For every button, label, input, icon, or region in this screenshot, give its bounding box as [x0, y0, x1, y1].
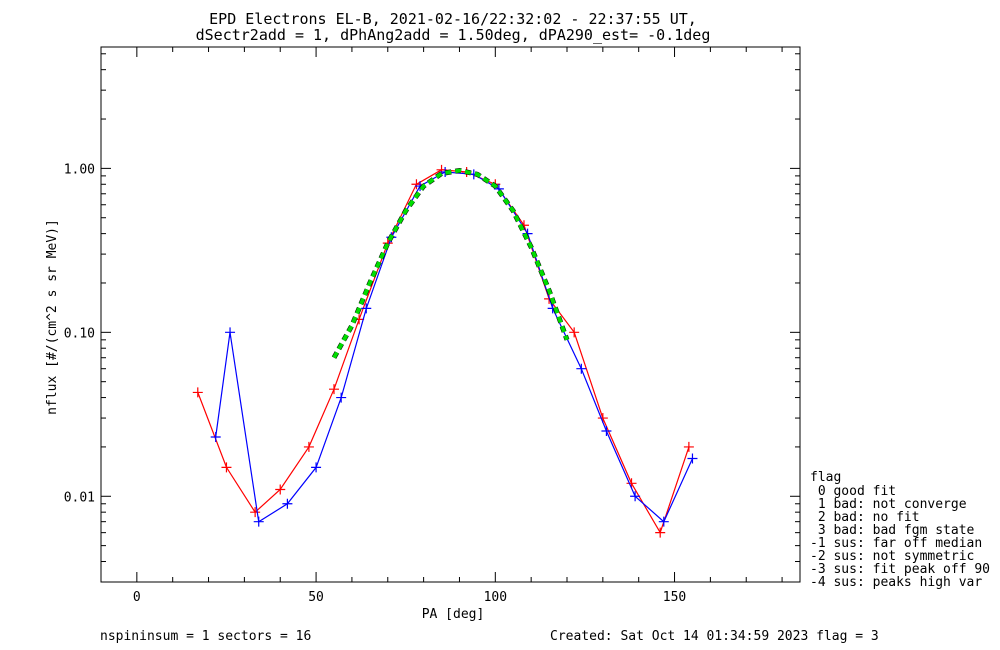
x-axis-label: PA [deg]	[422, 607, 485, 622]
data-point-1-17	[626, 478, 637, 489]
footer-right: Created: Sat Oct 14 01:34:59 2023 flag =…	[550, 629, 879, 644]
series-line-2	[215, 171, 694, 523]
data-point-1-19	[683, 441, 694, 452]
data-point-1-18	[655, 527, 666, 538]
data-point-2-3	[253, 516, 264, 527]
x-tick-label-3: 100	[484, 590, 507, 605]
data-point-2-2	[225, 327, 236, 338]
data-point-1-5	[303, 441, 314, 452]
legend-title: flag	[810, 470, 841, 485]
legend-item-2: 1 bad: not converge	[810, 497, 967, 512]
data-point-2-16	[601, 426, 612, 437]
plot-frame	[100, 46, 801, 583]
legend-item-8: -4 sus: peaks high var	[810, 575, 982, 590]
series-line-1	[197, 169, 690, 535]
data-point-1-15	[569, 327, 580, 338]
y-tick-label-2: 0.10	[64, 326, 95, 341]
legend-item-5: -1 sus: far off median	[810, 536, 982, 551]
footer-left: nspininsum = 1 sectors = 16	[100, 629, 311, 644]
axes-layer: 0 50 100 150 0.01 0.10 1.00	[64, 46, 801, 605]
data-point-2-17	[630, 491, 641, 502]
data-point-1-6	[329, 384, 339, 395]
legend-item-3: 2 bad: no fit	[810, 510, 920, 525]
chart-subtitle: dSectr2add = 1, dPhAng2add = 1.50deg, dP…	[196, 26, 711, 44]
x-tick-label-4: 150	[663, 590, 686, 605]
legend-item-6: -2 sus: not symmetric	[810, 549, 974, 564]
data-point-2-18	[658, 516, 669, 527]
fit-curve	[332, 168, 569, 359]
data-point-2-6	[336, 392, 347, 403]
fit-curve-outline	[331, 167, 570, 359]
data-point-2-7	[361, 303, 372, 314]
data-point-1-2	[221, 462, 232, 473]
data-point-2-19	[687, 453, 698, 464]
legend: flag 0 good fit 1 bad: not converge 2 ba…	[810, 470, 990, 590]
data-point-2-15	[576, 363, 587, 374]
legend-item-4: 3 bad: bad fgm state	[810, 523, 975, 538]
y-axis-label: nflux [#/(cm^2 s sr MeV)]	[45, 219, 60, 415]
legend-item-1: 0 good fit	[810, 484, 896, 499]
data-point-1-4	[275, 484, 286, 495]
data-point-2-4	[282, 498, 293, 509]
x-tick-label-2: 50	[308, 590, 324, 605]
legend-item-7: -3 sus: fit peak off 90	[810, 562, 990, 577]
data-point-2-5	[311, 462, 322, 473]
data-point-1-1	[192, 387, 203, 398]
series-layer	[192, 164, 698, 538]
y-tick-label-3: 1.00	[64, 162, 95, 177]
data-point-2-1	[210, 431, 221, 442]
x-tick-label-1: 0	[133, 590, 141, 605]
fit-layer	[331, 167, 570, 359]
chart-title: EPD Electrons EL-B, 2021-02-16/22:32:02 …	[209, 10, 697, 28]
y-tick-label-1: 0.01	[64, 490, 95, 505]
data-point-1-3	[250, 507, 261, 518]
